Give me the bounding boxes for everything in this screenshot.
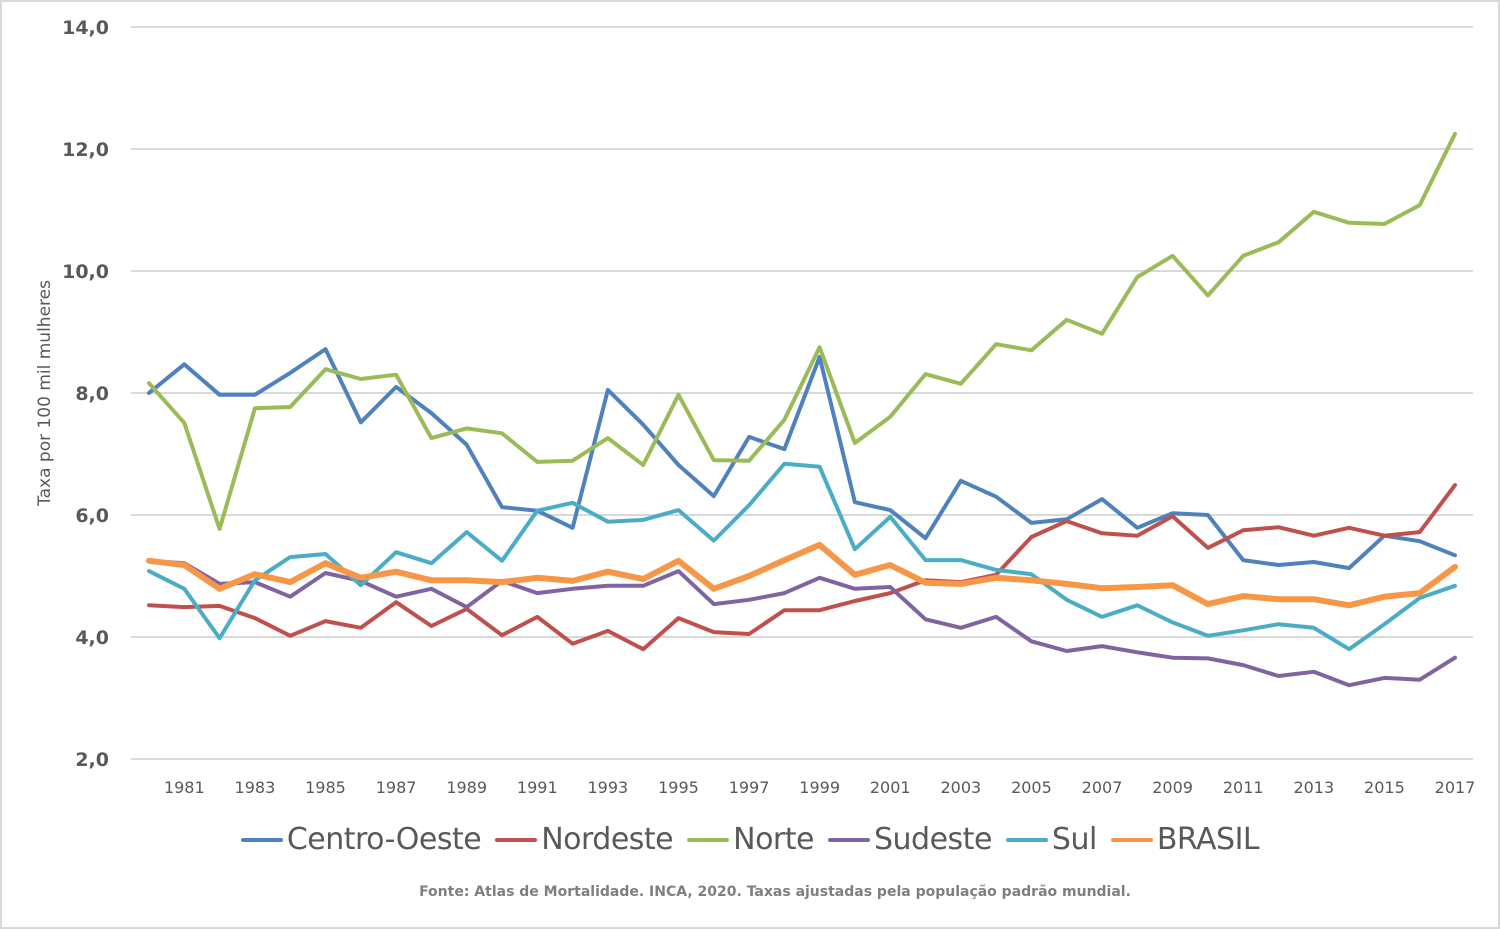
x-tick-label: 1987 (376, 778, 417, 797)
y-tick-label: 10,0 (62, 261, 109, 283)
x-tick-label: 2003 (940, 778, 981, 797)
x-tick-label: 2017 (1435, 778, 1476, 797)
legend-label: Centro-Oeste (286, 822, 482, 857)
series-line-brasil (146, 541, 1458, 609)
x-axis-ticks: 1981 1983 1985 1987 1989 1991 1993 1995 1997 1999… (164, 778, 1475, 797)
x-tick-label: 2007 (1082, 778, 1123, 797)
x-tick-label: 1983 (235, 778, 276, 797)
series-line-centro-oeste (147, 347, 1457, 571)
y-tick-label: 2,0 (75, 749, 109, 771)
x-tick-label: 2013 (1293, 778, 1334, 797)
legend-item-centro-oeste: Centro-Oeste (240, 822, 482, 857)
x-tick-label: 1999 (799, 778, 840, 797)
legend-swatch (1005, 837, 1048, 842)
x-tick-label: 1995 (658, 778, 699, 797)
legend-label: Sudeste (874, 822, 992, 857)
y-axis-ticks: 2,0 4,0 6,0 8,0 10,0 12,0 14,0 (62, 17, 109, 771)
series-line-nordeste (147, 483, 1457, 652)
x-tick-label: 2015 (1364, 778, 1405, 797)
legend-label: Nordeste (541, 822, 674, 857)
x-tick-label: 1985 (305, 778, 346, 797)
legend-label: Norte (733, 822, 814, 857)
legend-label: BRASIL (1156, 822, 1260, 857)
legend-swatch (495, 837, 538, 842)
y-tick-label: 12,0 (62, 139, 109, 161)
y-tick-label: 14,0 (62, 17, 109, 39)
x-tick-label: 2001 (870, 778, 911, 797)
y-tick-label: 8,0 (75, 383, 109, 405)
x-tick-label: 1991 (517, 778, 558, 797)
legend-item-norte: Norte (687, 822, 814, 857)
x-tick-label: 1989 (446, 778, 487, 797)
legend-label: Sul (1051, 822, 1097, 857)
legend-swatch (240, 837, 283, 842)
legend-swatch (687, 837, 730, 842)
series-lines (146, 131, 1458, 688)
legend-item-sudeste: Sudeste (828, 822, 992, 857)
legend-swatch (828, 837, 870, 842)
x-tick-label: 1981 (164, 778, 205, 797)
series-line-sul (147, 461, 1457, 652)
source-footnote: Fonte: Atlas de Mortalidade. INCA, 2020.… (419, 884, 1131, 900)
x-tick-label: 1997 (729, 778, 770, 797)
legend-item-sul: Sul (1005, 822, 1097, 857)
y-tick-label: 6,0 (75, 505, 109, 527)
series-line-sudeste (147, 558, 1457, 688)
gridlines (131, 26, 1473, 760)
x-tick-label: 2005 (1011, 778, 1052, 797)
x-tick-label: 1993 (588, 778, 629, 797)
x-tick-label: 2011 (1223, 778, 1264, 797)
legend-swatch (1110, 837, 1153, 842)
legend-item-brasil: BRASIL (1110, 822, 1260, 857)
x-tick-label: 2009 (1152, 778, 1193, 797)
legend-item-nordeste: Nordeste (495, 822, 674, 857)
series-line-norte (147, 131, 1457, 531)
y-tick-label: 4,0 (75, 627, 109, 649)
y-axis-label: Taxa por 100 mil mulheres (35, 280, 55, 507)
legend: Centro-Oeste Nordeste Norte Sudeste Sul BRASI… (0, 822, 1500, 857)
